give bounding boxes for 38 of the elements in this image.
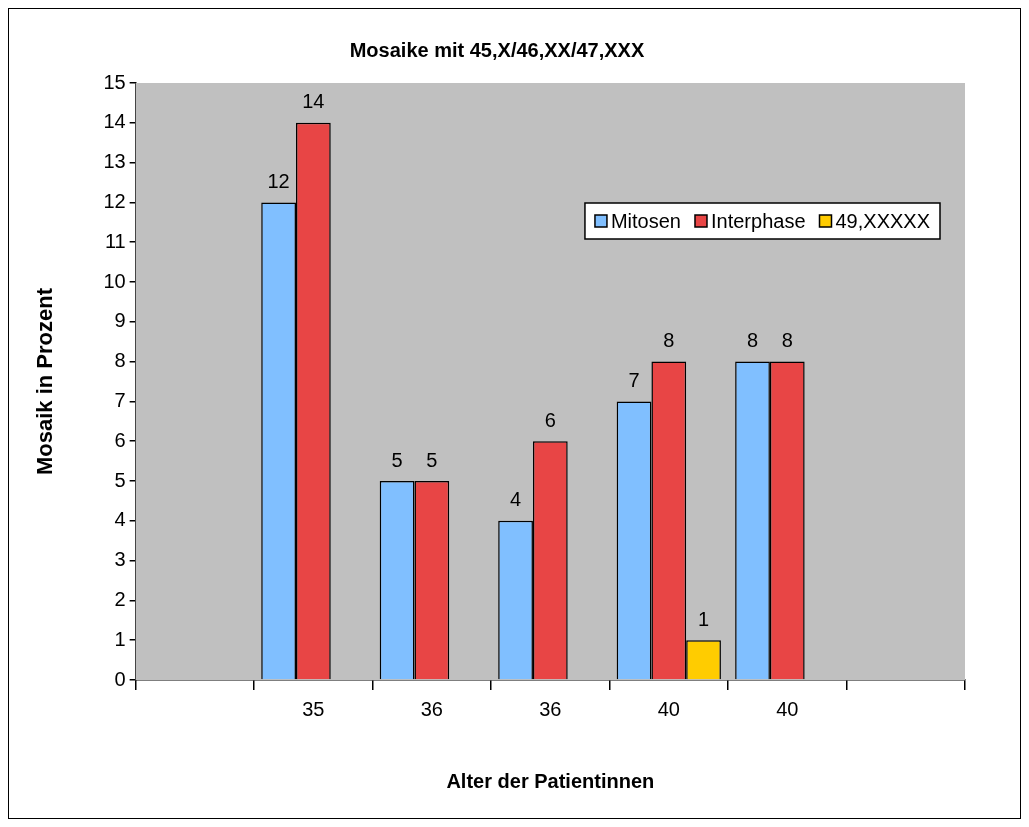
legend-label: 49,XXXXX: [835, 209, 931, 232]
y-tick-label: 11: [104, 229, 126, 252]
data-label: 5: [391, 448, 403, 471]
y-tick-label: 5: [114, 468, 126, 491]
y-axis-title: Mosaik in Prozent: [32, 287, 58, 476]
data-label: 8: [663, 329, 675, 352]
data-label: 14: [302, 90, 325, 113]
data-label: 8: [781, 329, 793, 352]
x-axis-title: Alter der Patientinnen: [446, 769, 655, 792]
y-tick-label: 2: [114, 587, 126, 610]
y-tick-label: 8: [114, 349, 126, 372]
y-tick-label: 15: [103, 70, 126, 93]
y-tick-label: 0: [114, 667, 126, 690]
x-tick-label: 40: [776, 697, 799, 720]
data-label: 8: [746, 329, 759, 352]
y-tick-label: 13: [103, 150, 126, 173]
data-label: 4: [510, 488, 522, 511]
y-tick-label: 14: [103, 110, 126, 133]
x-tick-label: 36: [420, 697, 443, 720]
y-tick-label: 12: [103, 189, 126, 212]
y-tick-label: 6: [114, 428, 126, 451]
legend-label: Interphase: [710, 209, 806, 232]
chart-title: Mosaike mit 45,X/46,XX/47,XXX: [349, 38, 645, 61]
y-tick-label: 7: [114, 388, 126, 411]
x-tick-label: 35: [302, 697, 325, 720]
y-tick-label: 3: [114, 548, 126, 571]
data-label: 6: [544, 408, 556, 431]
data-label: 5: [426, 448, 438, 471]
data-label: 1: [697, 607, 710, 630]
y-tick-label: 10: [103, 269, 126, 292]
x-tick-label: 36: [539, 697, 562, 720]
data-label: 7: [628, 368, 640, 391]
y-tick-label: 4: [114, 508, 126, 531]
y-tick-label: 9: [114, 309, 126, 332]
x-tick-label: 40: [657, 697, 680, 720]
y-tick-label: 1: [114, 627, 126, 650]
legend-label: Mitosen: [610, 209, 681, 232]
data-label: 12: [267, 169, 290, 192]
